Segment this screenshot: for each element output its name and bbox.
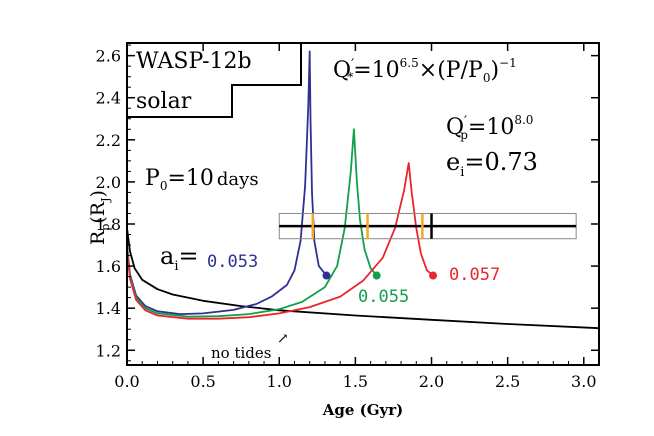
x-tick-label-0: 0.0 <box>114 372 139 391</box>
series-label-0057: 0.057 <box>449 265 500 285</box>
plot-frame <box>126 42 600 366</box>
y-tick-label-0: 1.2 <box>96 341 121 360</box>
age-range-layer <box>278 212 577 240</box>
series-line-0 <box>126 228 600 330</box>
planet-label: WASP-12b <box>136 49 252 74</box>
series-label-0053: 0.053 <box>207 252 258 272</box>
no-tides-arrow: ↗ <box>277 331 289 347</box>
tick-layer: 0.0 0.5 1.0 1.5 2.0 2.5 3.0 1.2 1.4 1.6 1.8 2.0 2.2 2… <box>96 43 599 391</box>
q-star-formula: Q′ *=106.5×(P/P0)−1 <box>333 56 517 85</box>
x-tick-label-5: 2.5 <box>495 372 520 391</box>
x-axis-label: Age (Gyr) <box>322 401 404 419</box>
series-line-1 <box>126 50 328 316</box>
y-tick-label-1: 1.4 <box>96 299 121 318</box>
x-tick-label-2: 1.0 <box>267 372 292 391</box>
semimajor-axis-label: ai= <box>160 242 199 274</box>
y-tick-label-7: 2.6 <box>96 47 121 66</box>
eccentricity-label: ei=0.73 <box>446 148 538 180</box>
series-label-0055: 0.055 <box>358 287 409 307</box>
series-line-3 <box>126 162 434 320</box>
end-marker-1 <box>372 271 381 280</box>
series-line-2 <box>126 128 378 318</box>
x-tick-label-4: 2.0 <box>419 372 444 391</box>
y-tick-label-6: 2.4 <box>96 89 121 108</box>
series-layer <box>126 50 600 330</box>
y-tick-label-3: 1.8 <box>96 215 121 234</box>
q-planet-formula: Q′ p=108.0 <box>446 113 533 142</box>
y-tick-label-5: 2.2 <box>96 131 121 150</box>
x-tick-label-3: 1.5 <box>343 372 368 391</box>
model-label: solar <box>136 89 192 114</box>
end-marker-2 <box>429 271 438 280</box>
end-marker-0 <box>322 271 331 280</box>
planet-label-box <box>127 43 302 118</box>
y-tick-label-4: 2.0 <box>96 173 121 192</box>
no-tides-label: no tides <box>211 344 271 362</box>
y-tick-label-2: 1.6 <box>96 257 121 276</box>
x-tick-label-1: 0.5 <box>190 372 215 391</box>
initial-period-label: P0=10 days <box>145 166 259 193</box>
x-tick-label-6: 3.0 <box>571 372 596 391</box>
y-axis-label: Rp(RJ) <box>87 190 112 245</box>
